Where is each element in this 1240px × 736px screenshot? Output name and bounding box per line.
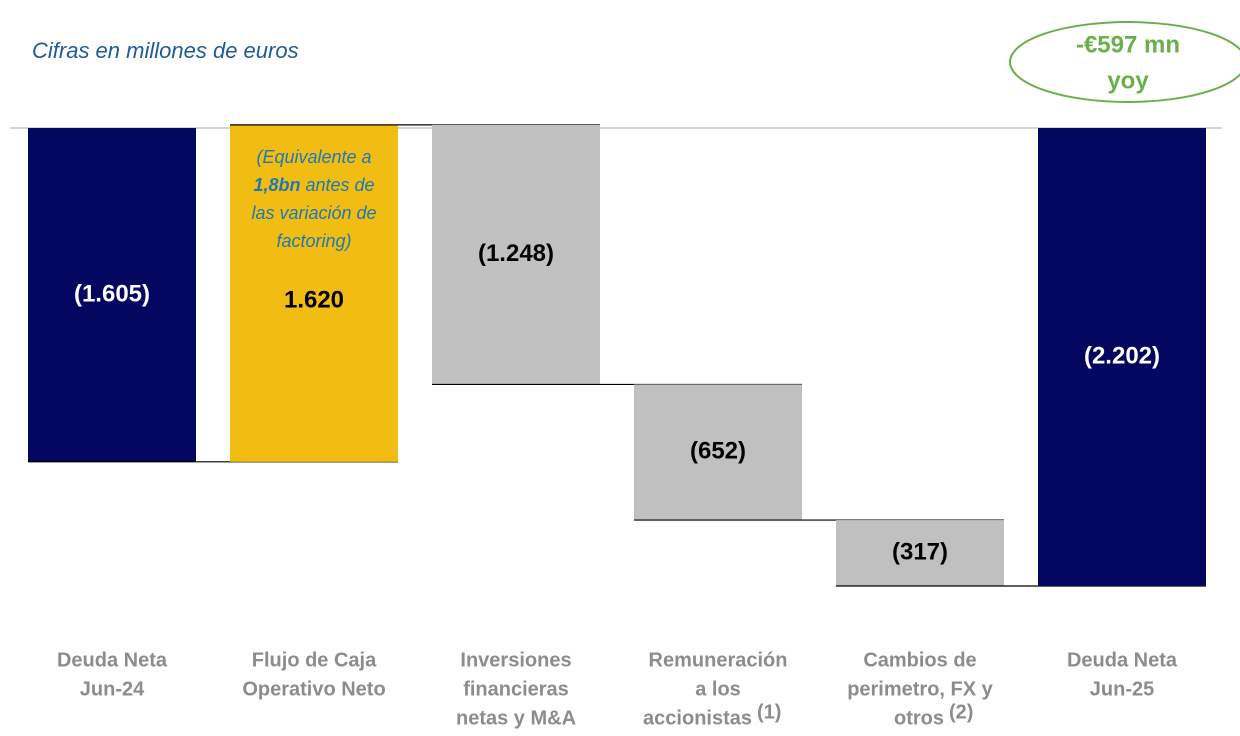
bar xyxy=(28,128,196,462)
footnote-marker: (1) xyxy=(757,701,781,723)
value-label: (652) xyxy=(690,438,746,465)
x-tick-label: otros xyxy=(894,707,944,729)
x-tick-label: accionistas xyxy=(643,707,752,729)
bars xyxy=(28,124,1206,587)
callout-text: -€597 mn xyxy=(1076,31,1180,58)
bar-note: (Equivalente a xyxy=(256,147,371,167)
bar-note: las variación de xyxy=(251,203,376,223)
x-tick-label: perimetro, FX y xyxy=(847,678,993,700)
x-tick-label: Jun-24 xyxy=(80,678,145,700)
bar-note-bold: 1,8bn xyxy=(253,175,300,195)
subtitle: Cifras en millones de euros xyxy=(32,38,299,63)
callout-ellipse xyxy=(1009,21,1240,103)
x-tick-label: a los xyxy=(695,678,741,700)
value-label: (1.248) xyxy=(478,240,554,267)
bar-note: 1,8bn antes de xyxy=(253,175,374,195)
value-label: 1.620 xyxy=(284,287,344,314)
x-tick-label: Deuda Neta xyxy=(1067,649,1178,671)
x-tick-label: Inversiones xyxy=(460,649,571,671)
x-tick-label: Flujo de Caja xyxy=(252,649,377,671)
x-tick-label: Operativo Neto xyxy=(242,678,385,700)
value-label: (1.605) xyxy=(74,280,150,307)
bar xyxy=(836,520,1004,586)
footnote-marker: (2) xyxy=(949,701,973,723)
bar xyxy=(634,384,802,521)
x-tick-label: netas y M&A xyxy=(456,707,576,729)
x-tick-label: Remuneración xyxy=(649,649,788,671)
x-tick-label: Deuda Neta xyxy=(57,649,168,671)
bar-note-part: antes de xyxy=(300,175,374,195)
value-label: (2.202) xyxy=(1084,342,1160,369)
bar xyxy=(432,124,600,385)
value-label: (317) xyxy=(892,538,948,565)
x-tick-label: Cambios de xyxy=(863,649,976,671)
x-tick-label: Jun-25 xyxy=(1090,678,1154,700)
callout-text: yoy xyxy=(1107,67,1149,94)
bar xyxy=(1038,128,1206,586)
bar-note: factoring) xyxy=(276,231,351,251)
bar xyxy=(230,124,398,462)
x-tick-label: financieras xyxy=(463,678,569,700)
